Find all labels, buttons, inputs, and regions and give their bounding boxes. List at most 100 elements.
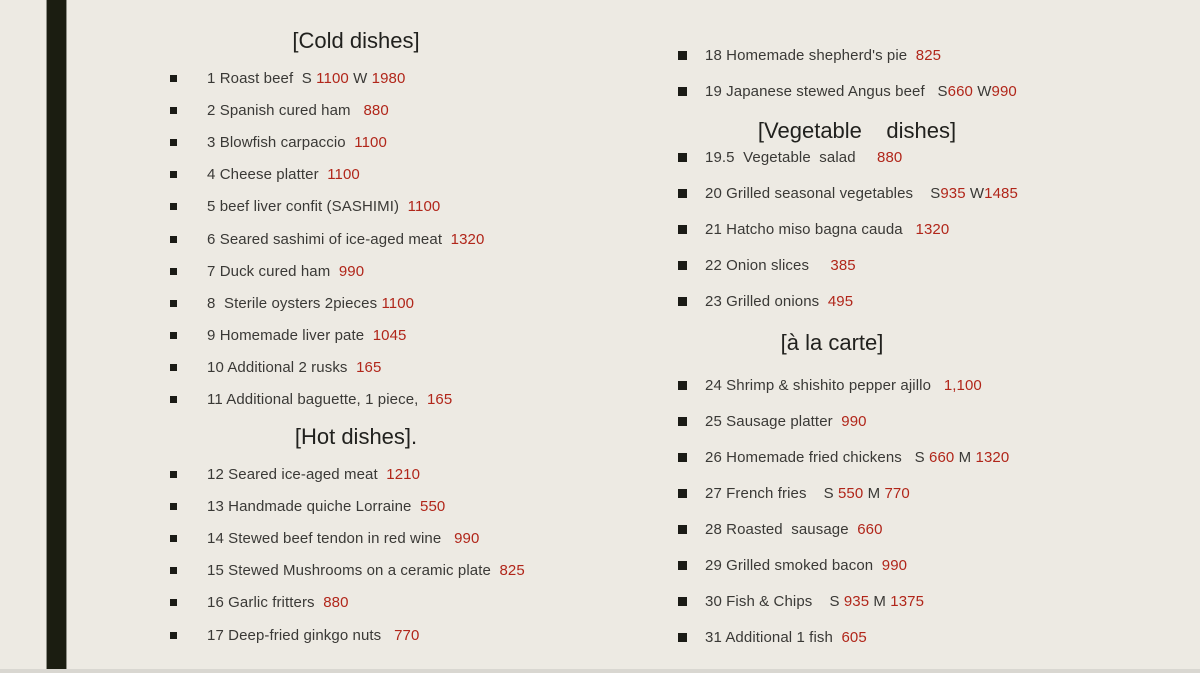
bullet-square-icon <box>678 50 687 60</box>
dish-name-text: 13 Handmade quiche Lorraine <box>207 497 421 515</box>
bullet-square-icon <box>170 267 177 275</box>
menu-column-right: 18 Homemade shepherd's pie 825 19 Japanes… <box>678 0 1050 655</box>
dish-name-text: M <box>863 484 885 502</box>
price-text: 550 <box>837 484 864 502</box>
dish-name-text: 19.5 Vegetable salad <box>705 148 877 166</box>
dish-name-text: 19 Japanese stewed Angus beef S <box>705 82 948 100</box>
price-text: 1320 <box>450 230 485 248</box>
menu-item: 19.5 Vegetable salad 880 <box>678 139 1050 175</box>
menu-item: 5 beef liver confit (SASHIMI) 1100 <box>170 191 542 223</box>
dish-name-text: 7 Duck cured ham <box>207 262 339 280</box>
menu-item-text: 8 Sterile oysters 2pieces 1100 <box>207 295 414 312</box>
dish-name-text: 6 Seared sashimi of ice-aged meat <box>207 230 451 248</box>
menu-item-text: 11 Additional baguette, 1 piece, 165 <box>207 391 452 408</box>
bullet-square-icon <box>678 86 687 96</box>
menu-item: 15 Stewed Mushrooms on a ceramic plate 8… <box>170 555 542 587</box>
menu-item-text: 13 Handmade quiche Lorraine 550 <box>207 498 445 515</box>
bullet-square-icon <box>170 599 177 607</box>
bullet-square-icon <box>170 396 177 404</box>
dish-name-text: W <box>965 184 985 202</box>
section-title-text: [Hot dishes]. <box>294 424 418 450</box>
dish-name-text: 24 Shrimp & shishito pepper ajillo <box>705 376 944 394</box>
menu-item: 30 Fish & Chips S 935 M 1375 <box>678 583 1050 619</box>
menu-item-text: 12 Seared ice-aged meat 1210 <box>207 466 420 483</box>
price-text: 825 <box>915 46 942 64</box>
bullet-square-icon <box>678 596 687 606</box>
menu-item-text: 2 Spanish cured ham 880 <box>207 102 389 119</box>
price-text: 165 <box>356 359 382 377</box>
dish-name-text: 31 Additional 1 fish <box>705 628 842 646</box>
menu-item-text: 17 Deep-fried ginkgo nuts 770 <box>207 627 419 644</box>
menu-item-text: 23 Grilled onions 495 <box>705 293 853 310</box>
menu-item-text: 16 Garlic fritters 880 <box>207 594 349 611</box>
price-text: 1100 <box>381 294 415 312</box>
dish-name-text: 18 Homemade shepherd's pie <box>705 46 916 64</box>
dish-name-text: 8 Sterile oysters 2pieces <box>207 294 382 312</box>
section-title-text: [à la carte] <box>780 330 884 355</box>
menu-item: 29 Grilled smoked bacon 990 <box>678 547 1050 583</box>
dish-name-text: 23 Grilled onions <box>705 292 828 310</box>
dish-name-text: 3 Blowfish carpaccio <box>207 133 355 151</box>
menu-item: 9 Homemade liver pate 1045 <box>170 320 542 352</box>
price-text: 1320 <box>975 448 1010 466</box>
menu-item: 31 Additional 1 fish 605 <box>678 619 1050 655</box>
price-text: 880 <box>323 594 349 612</box>
price-text: 495 <box>827 292 854 310</box>
bullet-square-icon <box>678 560 687 570</box>
dish-name-text: 14 Stewed beef tendon in red wine <box>207 530 455 548</box>
menu-item-text: 22 Onion slices 385 <box>705 257 856 274</box>
bullet-square-icon <box>170 106 177 114</box>
dish-name-text: 11 Additional baguette, 1 piece, <box>207 391 427 409</box>
price-text: 165 <box>426 391 453 409</box>
dish-name-text: 10 Additional 2 rusks <box>207 359 357 377</box>
price-text: 1045 <box>372 327 407 345</box>
dish-name-text: W <box>348 69 372 87</box>
dish-name-text: 5 beef liver confit (SASHIMI) <box>207 198 408 216</box>
bullet-square-icon <box>678 188 687 198</box>
dish-name-text: 22 Onion slices <box>705 256 831 274</box>
menu-item-text: 30 Fish & Chips S 935 M 1375 <box>705 593 924 610</box>
menu-item: 22 Onion slices 385 <box>678 247 1050 283</box>
dish-name-text: 4 Cheese platter <box>207 166 328 184</box>
bullet-square-icon <box>170 332 177 340</box>
bullet-square-icon <box>170 364 177 372</box>
menu-item: 25 Sausage platter 990 <box>678 403 1050 439</box>
price-text: 660 <box>947 82 973 100</box>
price-text: 990 <box>881 556 908 574</box>
price-text: 1100 <box>407 198 441 216</box>
bullet-square-icon <box>170 138 177 146</box>
price-text: 880 <box>877 148 903 166</box>
menu-item-text: 6 Seared sashimi of ice-aged meat 1320 <box>207 231 484 248</box>
dish-name-text: 29 Grilled smoked bacon <box>705 556 882 574</box>
dish-name-text: M <box>954 448 976 466</box>
menu-item: 6 Seared sashimi of ice-aged meat 1320 <box>170 223 542 255</box>
bullet-square-icon <box>170 203 177 211</box>
bullet-square-icon <box>170 567 177 575</box>
price-text: 1980 <box>371 69 406 87</box>
menu-item-text: 20 Grilled seasonal vegetables S935 W148… <box>705 185 1018 202</box>
price-text: 990 <box>991 82 1017 100</box>
menu-item-text: 7 Duck cured ham 990 <box>207 263 364 280</box>
menu-item: 7 Duck cured ham 990 <box>170 255 542 287</box>
menu-item: 8 Sterile oysters 2pieces 1100 <box>170 287 542 319</box>
menu-item-text: 4 Cheese platter 1100 <box>207 166 360 183</box>
dish-name-text: W <box>972 82 992 100</box>
menu-item: 11 Additional baguette, 1 piece, 165 <box>170 384 542 416</box>
menu-item-text: 27 French fries S 550 M 770 <box>705 485 910 502</box>
menu-item: 1 Roast beef S 1100 W 1980 <box>170 62 542 94</box>
menu-item-text: 26 Homemade fried chickens S 660 M 1320 <box>705 449 1009 466</box>
price-text: 1210 <box>386 465 421 483</box>
menu-item-text: 1 Roast beef S 1100 W 1980 <box>207 70 405 87</box>
menu-item-text: 10 Additional 2 rusks 165 <box>207 359 381 376</box>
menu-item: 12 Seared ice-aged meat 1210 <box>170 458 542 490</box>
bullet-square-icon <box>678 260 687 270</box>
price-text: 605 <box>841 628 867 646</box>
price-text: 550 <box>420 497 446 515</box>
price-text: 990 <box>454 530 480 548</box>
menu-item: 4 Cheese platter 1100 <box>170 159 542 191</box>
menu-item-text: 31 Additional 1 fish 605 <box>705 629 867 646</box>
price-text: 990 <box>338 262 365 280</box>
bullet-square-icon <box>678 296 687 306</box>
section-title-carte: [à la carte] <box>678 319 1050 367</box>
